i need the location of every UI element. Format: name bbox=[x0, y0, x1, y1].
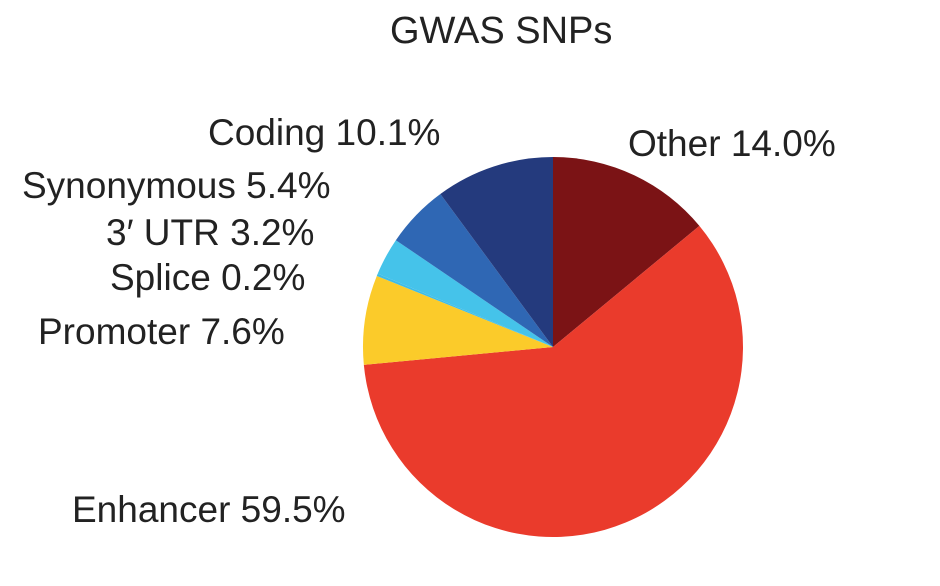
slice-percent: 3.2% bbox=[230, 212, 315, 253]
slice-name: Enhancer bbox=[72, 489, 231, 530]
slice-label-promoter: Promoter 7.6% bbox=[38, 310, 285, 354]
slice-name: 3′ UTR bbox=[106, 212, 220, 253]
slice-label-splice: Splice 0.2% bbox=[110, 256, 305, 300]
slice-percent: 14.0% bbox=[730, 123, 836, 164]
slice-label-enhancer: Enhancer 59.5% bbox=[72, 488, 346, 532]
pie-slice-3-utr bbox=[377, 240, 553, 347]
slice-percent: 59.5% bbox=[240, 489, 346, 530]
chart-title: GWAS SNPs bbox=[390, 10, 613, 52]
slice-name: Splice bbox=[110, 257, 211, 298]
pie-slice-promoter bbox=[363, 275, 553, 365]
slice-name: Coding bbox=[208, 112, 326, 153]
pie-slice-splice bbox=[376, 273, 553, 347]
slice-percent: 7.6% bbox=[200, 311, 285, 352]
slice-percent: 5.4% bbox=[246, 165, 331, 206]
pie-slice-coding bbox=[440, 157, 553, 347]
slice-name: Promoter bbox=[38, 311, 191, 352]
slice-name: Synonymous bbox=[22, 165, 236, 206]
slice-label-synonymous: Synonymous 5.4% bbox=[22, 164, 331, 208]
pie-slice-other bbox=[553, 157, 700, 347]
slice-percent: 10.1% bbox=[335, 112, 441, 153]
pie-slice-enhancer bbox=[363, 225, 743, 537]
slice-label-coding: Coding 10.1% bbox=[208, 111, 440, 155]
slice-label-3utr: 3′ UTR 3.2% bbox=[106, 211, 314, 255]
slice-name: Other bbox=[628, 123, 721, 164]
slice-percent: 0.2% bbox=[221, 257, 306, 298]
slice-label-other: Other 14.0% bbox=[628, 122, 836, 166]
pie-slice-synonymous bbox=[395, 193, 553, 347]
